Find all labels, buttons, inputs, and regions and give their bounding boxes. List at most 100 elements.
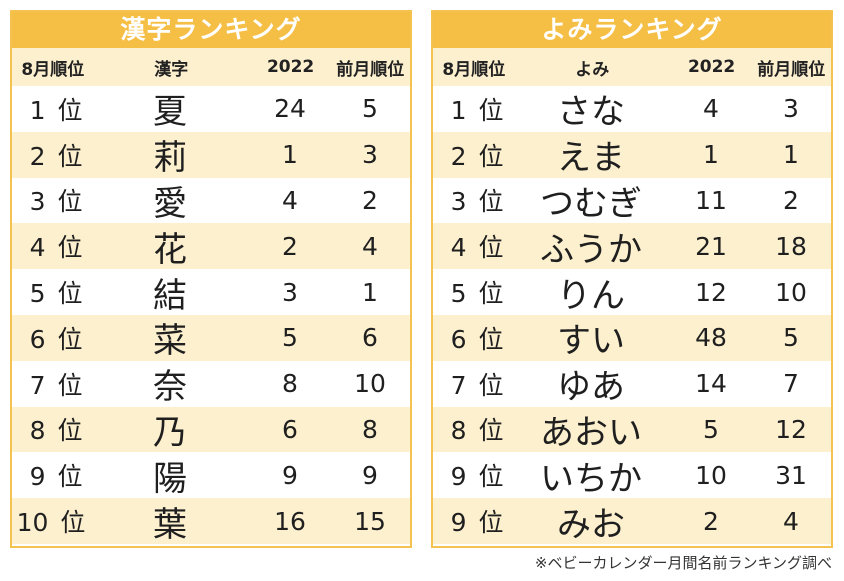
count-2022-cell: 6 [282, 414, 298, 444]
rank-suffix: 位 [57, 370, 83, 400]
table-row: 7 位ゆあ 14 7 [433, 360, 831, 408]
name-cell: すい [557, 321, 625, 362]
count-2022-cell: 5 [703, 414, 719, 444]
count-2022-cell: 4 [282, 185, 298, 215]
rank-number: 10 [16, 508, 49, 538]
rank-number: 7 [450, 370, 467, 400]
name-cell: 奈 [153, 367, 187, 408]
name-cell: りん [557, 275, 625, 316]
rank-number: 1 [29, 95, 46, 125]
rank-number: 7 [29, 370, 46, 400]
prev-rank-cell: 5 [783, 323, 799, 353]
rank-suffix: 位 [478, 462, 504, 492]
name-cell: いちか [540, 458, 642, 499]
prev-rank-cell: 1 [783, 140, 799, 170]
count-2022-cell: 16 [274, 506, 306, 536]
name-cell: ゆあ [557, 367, 625, 408]
rank-suffix: 位 [57, 416, 83, 446]
table-row: 8 位あおい 5 12 [433, 406, 831, 453]
prev-rank-cell: 12 [775, 414, 807, 444]
rank-number: 2 [29, 141, 46, 171]
count-2022-cell: 2 [703, 506, 719, 536]
count-2022-cell: 48 [695, 323, 727, 353]
table-row: 7 位 奈 8 10 [12, 360, 410, 408]
header-2022: 2022 [266, 57, 315, 77]
prev-rank-cell: 1 [362, 277, 378, 307]
rank-suffix: 位 [57, 233, 83, 263]
prev-rank-cell: 8 [362, 414, 378, 444]
name-cell: 花 [153, 229, 187, 270]
prev-rank-cell: 5 [362, 94, 378, 124]
rank-suffix: 位 [57, 462, 83, 492]
table-row: 1 位 夏 24 5 [12, 86, 410, 132]
kanji-ranking-table: 漢字ランキング 8月順位 漢字 2022 前月順位 1 位夏 24 5 2 位莉 1 3 3 位愛… [10, 10, 412, 548]
prev-rank-cell: 9 [362, 460, 378, 490]
table-row: 9 位いちか 10 31 [433, 452, 831, 499]
prev-rank-cell: 2 [362, 185, 378, 215]
rank-number: 5 [450, 279, 467, 309]
header-rank: 8月順位 [21, 59, 85, 80]
name-cell: 夏 [153, 92, 187, 133]
count-2022-cell: 12 [695, 277, 727, 307]
name-cell: つむぎ [540, 184, 642, 224]
rank-suffix: 位 [57, 141, 83, 171]
rank-number: 9 [450, 508, 467, 538]
rank-number: 6 [29, 324, 46, 354]
prev-rank-cell: 15 [354, 506, 386, 536]
rank-number: 8 [450, 416, 467, 446]
prev-rank-cell: 4 [783, 506, 799, 536]
count-2022-cell: 10 [695, 460, 727, 490]
table-row: 10 位 葉 16 15 [12, 498, 410, 545]
prev-rank-cell: 4 [362, 231, 378, 261]
rank-number: 9 [29, 462, 46, 492]
rank-suffix: 位 [57, 324, 83, 354]
rank-number: 4 [29, 233, 46, 263]
header-name: 漢字 [154, 59, 189, 80]
header-name: よみ [575, 59, 610, 80]
rank-suffix: 位 [478, 508, 504, 538]
kanji-ranking-title: 漢字ランキング [12, 12, 410, 48]
table-row: 5 位 りん 12 10 [433, 269, 831, 316]
count-2022-cell: 1 [282, 140, 298, 170]
rank-suffix: 位 [478, 370, 504, 400]
prev-rank-cell: 10 [354, 369, 386, 399]
prev-rank-cell: 18 [775, 231, 807, 261]
rank-cell: 10 位 [12, 503, 90, 539]
name-cell: 葉 [153, 504, 187, 545]
rank-suffix: 位 [57, 95, 83, 125]
name-cell: あおい [540, 412, 642, 453]
header-prev-rank: 前月順位 [757, 59, 826, 80]
rank-suffix: 位 [57, 187, 83, 217]
name-cell: ふうか [540, 229, 642, 270]
rank-suffix: 位 [478, 141, 504, 171]
name-cell: 愛 [153, 184, 187, 224]
table-row: 6 位 すい 48 5 [433, 314, 831, 362]
count-2022-cell: 8 [282, 369, 298, 399]
yomi-ranking-table: よみランキング 8月順位 よみ 2022 前月順位 1 位さな 4 3 2 位えま 1 1 3 位… [431, 10, 833, 548]
rank-suffix: 位 [57, 279, 83, 309]
name-cell: 乃 [153, 412, 187, 453]
name-cell: 菜 [153, 321, 187, 362]
rank-suffix: 位 [60, 508, 86, 538]
prev-rank-cell: 3 [783, 94, 799, 124]
name-cell: 結 [153, 275, 187, 316]
header-2022: 2022 [687, 57, 736, 77]
count-2022-cell: 3 [282, 277, 298, 307]
